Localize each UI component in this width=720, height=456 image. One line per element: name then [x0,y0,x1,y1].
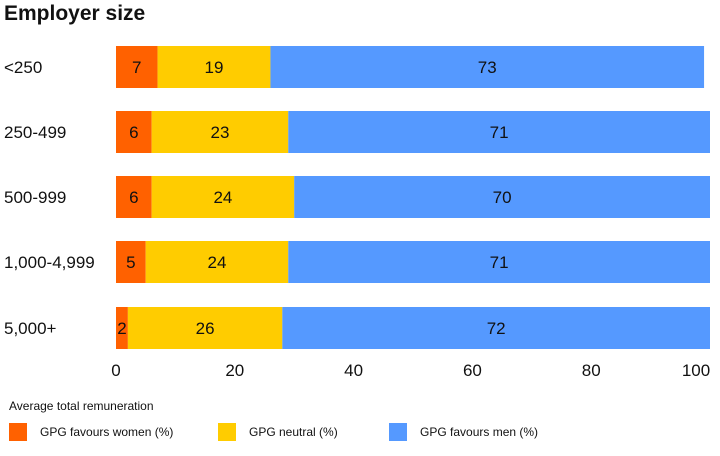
bar-segment [151,176,295,218]
data-label: 7 [132,58,141,77]
bar-segment [116,111,152,153]
bar-segment [151,111,289,153]
legend-label-men: GPG favours men (%) [420,425,539,439]
data-label: 2 [117,319,126,338]
chart-title: Employer size [4,2,146,25]
bar-segment [116,46,158,88]
x-tick-label: 60 [463,361,482,380]
bar-segment [288,111,710,153]
data-label: 26 [196,319,215,338]
bar-segment [116,176,152,218]
x-tick-label: 100 [682,361,710,380]
data-label: 24 [208,253,227,272]
category-label: 500-999 [4,188,66,207]
legend-item-women: GPG favours women (%) [9,423,173,441]
bar-segment [145,241,289,283]
x-tick-label: 20 [225,361,244,380]
legend-label-neutral: GPG neutral (%) [249,425,338,439]
data-label: 24 [213,188,232,207]
legend-item-neutral: GPG neutral (%) [218,423,338,441]
data-label: 70 [493,188,512,207]
data-label: 72 [487,319,506,338]
category-label: 1,000-4,999 [4,253,95,272]
data-label: 71 [490,253,509,272]
legend-swatch-women [9,423,27,441]
data-label: 19 [205,58,224,77]
data-label: 6 [129,123,138,142]
bar-segment [288,241,710,283]
legend-item-men: GPG favours men (%) [389,423,538,441]
x-tick-label: 80 [582,361,601,380]
legend-label-women: GPG favours women (%) [40,425,174,439]
bar-segment [127,307,283,349]
legend-swatch-neutral [218,423,236,441]
category-label: 5,000+ [4,319,57,338]
data-label: 5 [126,253,135,272]
x-tick-label: 0 [111,361,120,380]
bar-segment [116,307,128,349]
bar-segment [157,46,271,88]
bar-segment [294,176,710,218]
data-label: 23 [210,123,229,142]
legend-title: Average total remuneration [9,399,154,413]
bar-segment [116,241,146,283]
data-label: 71 [490,123,509,142]
category-label: 250-499 [4,123,66,142]
data-label: 73 [478,58,497,77]
bar-segment [270,46,705,88]
bar-segment [282,307,710,349]
x-tick-label: 40 [344,361,363,380]
data-label: 6 [129,188,138,207]
category-label: <250 [4,58,42,77]
legend-swatch-men [389,423,407,441]
